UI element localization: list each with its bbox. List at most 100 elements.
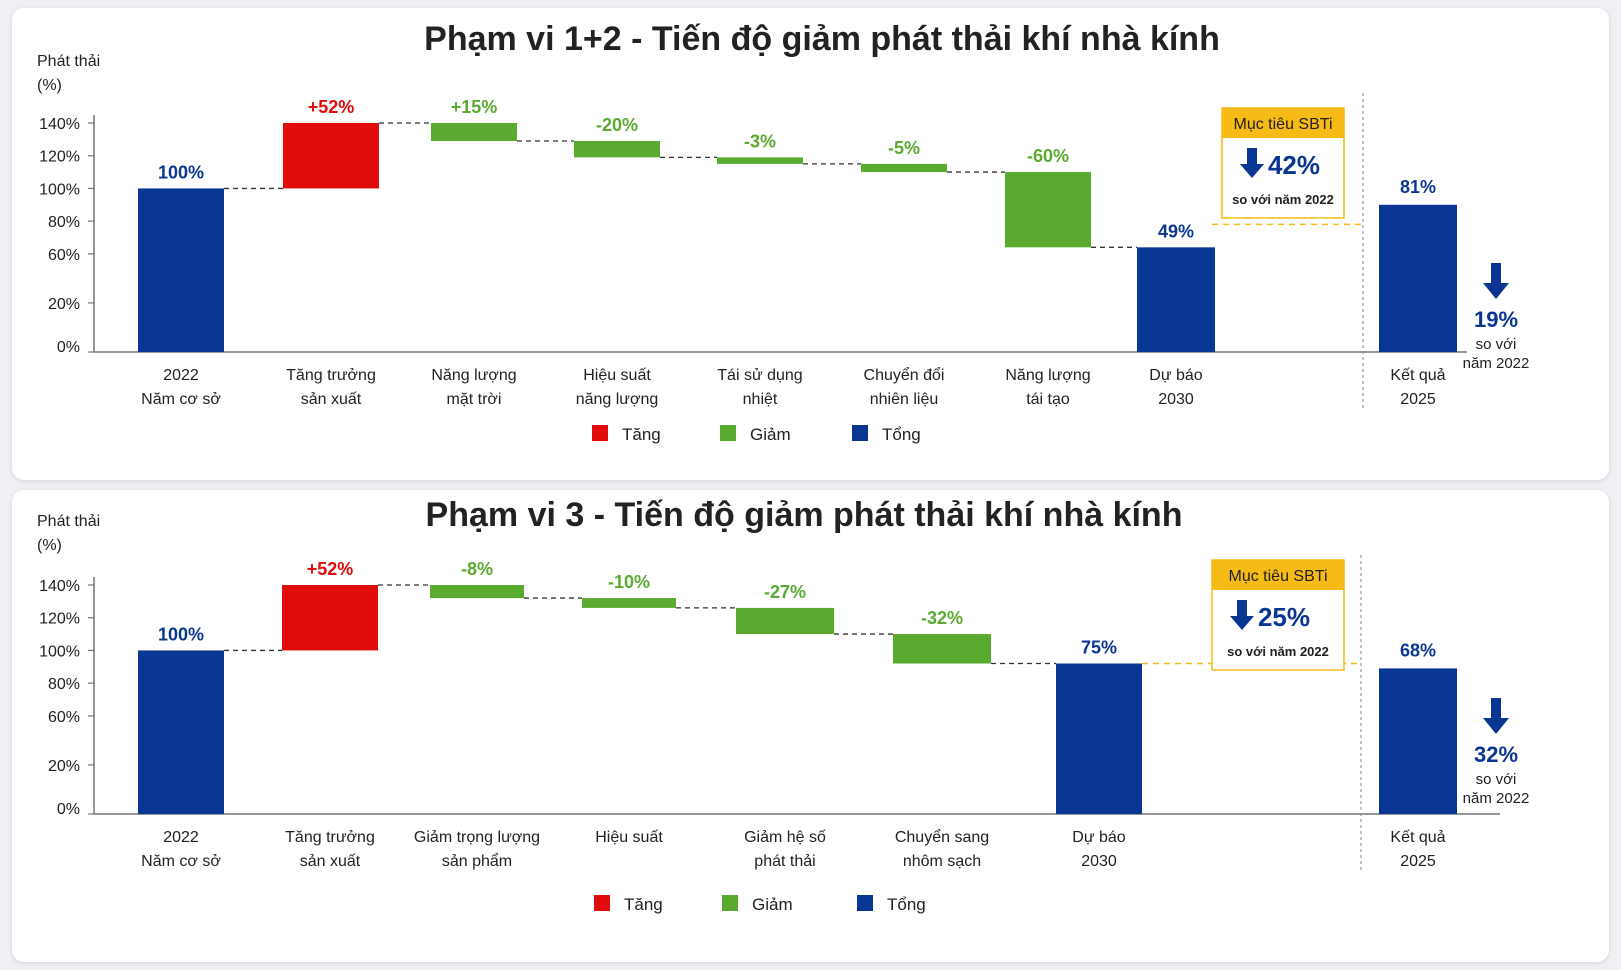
bar-total — [138, 650, 224, 814]
reduction-note-line-2: năm 2022 — [1463, 355, 1530, 372]
target-box-header — [1212, 560, 1344, 590]
y-tick-label: 100% — [39, 643, 80, 660]
bar-data-label: -32% — [921, 608, 963, 628]
bar-data-label: +52% — [308, 97, 355, 117]
reduction-note-line-1: so với — [1476, 771, 1517, 788]
y-tick-label: 20% — [48, 758, 80, 775]
y-tick-label: 140% — [39, 578, 80, 595]
y-tick-label: 0% — [57, 801, 80, 818]
bar-decrease — [736, 607, 834, 635]
x-category-label-line-1: Giảm trọng lượng — [414, 829, 540, 846]
target-value: 25% — [1258, 602, 1310, 632]
chart-panel-scope-3: Phạm vi 3 - Tiến độ giảm phát thải khí n… — [12, 490, 1609, 962]
bar-decrease — [717, 157, 803, 164]
bar-decrease — [582, 598, 676, 608]
target-value: 42% — [1268, 150, 1320, 180]
x-category-label-line-1: Chuyển sang — [895, 828, 989, 846]
y-axis-label-line-1: Phát thải — [37, 53, 100, 70]
reduction-note-line-1: so với — [1476, 336, 1517, 353]
x-category-label-line-2: 2030 — [1081, 853, 1117, 870]
legend-label: Tăng — [622, 425, 661, 444]
legend-swatch-increase — [592, 425, 608, 441]
x-category-label-line-1: Tăng trưởng — [285, 829, 375, 846]
legend-swatch-decrease — [720, 425, 736, 441]
result-bar — [1379, 668, 1457, 814]
chart-title: Phạm vi 1+2 - Tiến độ giảm phát thải khí… — [424, 20, 1220, 58]
x-category-label-line-2: sản xuất — [301, 391, 362, 408]
bar-data-label: 100% — [158, 162, 204, 182]
bar-data-label: 49% — [1158, 221, 1194, 241]
legend-swatch-decrease — [722, 895, 738, 911]
reduction-arrow-icon — [1483, 698, 1509, 734]
down-arrow-icon — [1240, 148, 1264, 178]
target-note: so với năm 2022 — [1227, 644, 1329, 659]
bar-data-label: -3% — [744, 131, 776, 151]
x-category-label-line-2: năng lượng — [576, 391, 659, 408]
y-tick-label: 60% — [48, 709, 80, 726]
x-category-label-line-2: Năm cơ sở — [141, 391, 221, 408]
legend-swatch-increase — [594, 895, 610, 911]
x-category-label-line-1: Tái sử dụng — [717, 367, 802, 384]
bar-increase — [283, 123, 379, 189]
target-note: so với năm 2022 — [1232, 192, 1334, 207]
x-category-label-line-2: 2030 — [1158, 391, 1194, 408]
y-tick-label: 100% — [39, 181, 80, 198]
bar-data-label: -20% — [596, 115, 638, 135]
y-tick-label: 120% — [39, 611, 80, 628]
bar-decrease — [574, 140, 660, 158]
result-data-label: 81% — [1400, 177, 1436, 197]
reduction-note-line-2: năm 2022 — [1463, 790, 1530, 807]
x-category-label-line-2: tái tạo — [1026, 391, 1070, 408]
x-category-label-line-2: sản phẩm — [442, 852, 512, 870]
bar-decrease — [430, 585, 524, 599]
bar-total — [1137, 247, 1215, 352]
x-category-label-line-1: Giảm hệ số — [744, 829, 826, 846]
x-category-label-line-1: Hiệu suất — [583, 367, 651, 384]
y-axis-label-line-2: (%) — [37, 77, 62, 94]
x-category-label-line-1: Tăng trưởng — [286, 367, 376, 384]
chart-title: Phạm vi 3 - Tiến độ giảm phát thải khí n… — [426, 496, 1183, 534]
result-data-label: 68% — [1400, 640, 1436, 660]
bar-data-label: -5% — [888, 138, 920, 158]
legend-label: Giảm — [750, 425, 791, 444]
bar-decrease — [893, 634, 991, 664]
y-axis-label-line-1: Phát thải — [37, 513, 100, 530]
target-title: Mục tiêu SBTi — [1234, 116, 1333, 133]
legend-label: Giảm — [752, 895, 793, 914]
bar-total — [138, 188, 224, 352]
result-category-label-line-1: Kết quả — [1390, 829, 1445, 846]
x-category-label-line-1: Dự báo — [1072, 829, 1126, 846]
x-category-label-line-1: Chuyển đổi — [864, 366, 945, 384]
x-category-label-line-2: nhôm sạch — [903, 853, 981, 870]
target-box: Mục tiêu SBTi 42% so với năm 2022 — [1221, 107, 1345, 219]
bar-data-label: 75% — [1081, 638, 1117, 658]
y-tick-label: 20% — [48, 296, 80, 313]
legend-label: Tổng — [882, 425, 921, 444]
target-box: Mục tiêu SBTi 25% so với năm 2022 — [1211, 559, 1345, 671]
legend-label: Tăng — [624, 895, 663, 914]
y-tick-label: 120% — [39, 149, 80, 166]
target-box-header — [1222, 108, 1344, 138]
waterfall-chart-scope-3: Phạm vi 3 - Tiến độ giảm phát thải khí n… — [37, 496, 1530, 914]
waterfall-chart-scope-1-2: Phạm vi 1+2 - Tiến độ giảm phát thải khí… — [37, 20, 1530, 444]
bar-data-label: -10% — [608, 572, 650, 592]
legend-label: Tổng — [887, 895, 926, 914]
bar-increase — [282, 585, 378, 651]
x-category-label-line-1: Năng lượng — [1005, 367, 1090, 384]
x-category-label-line-1: 2022 — [163, 829, 199, 846]
bar-decrease — [431, 123, 517, 141]
bar-data-label: -8% — [461, 559, 493, 579]
bar-data-label: -60% — [1027, 146, 1069, 166]
legend-swatch-total — [857, 895, 873, 911]
y-axis-label-line-2: (%) — [37, 537, 62, 554]
x-category-label-line-1: Hiệu suất — [595, 829, 663, 846]
bar-data-label: +15% — [451, 97, 498, 117]
x-category-label-line-2: nhiệt — [743, 391, 778, 408]
reduction-value: 32% — [1474, 742, 1518, 767]
x-category-label-line-1: 2022 — [163, 367, 199, 384]
x-category-label-line-2: phát thải — [754, 853, 815, 870]
result-category-label-line-1: Kết quả — [1390, 367, 1445, 384]
bar-decrease — [1005, 172, 1091, 248]
bar-data-label: +52% — [307, 559, 354, 579]
x-category-label-line-2: Năm cơ sở — [141, 853, 221, 870]
